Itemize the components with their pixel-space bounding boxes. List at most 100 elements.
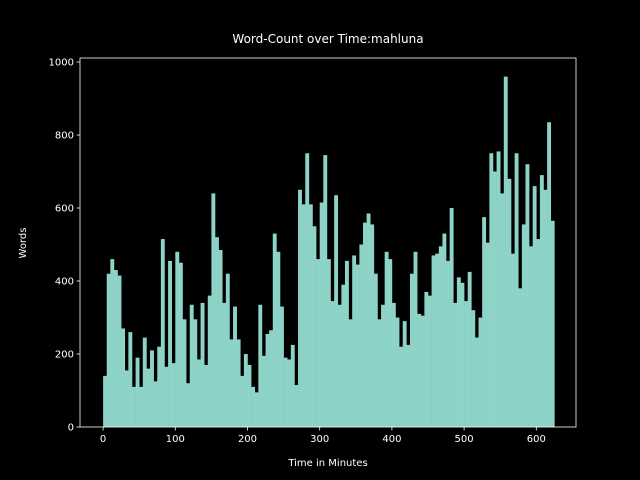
bar bbox=[247, 364, 252, 427]
bar bbox=[420, 315, 425, 427]
y-tick-label: 0 bbox=[68, 423, 74, 434]
bar bbox=[142, 337, 147, 427]
bar bbox=[359, 244, 364, 427]
bar bbox=[539, 175, 544, 427]
bar bbox=[204, 364, 209, 427]
axes-frame bbox=[79, 57, 577, 428]
bar bbox=[464, 301, 469, 427]
bar bbox=[377, 319, 382, 427]
bar bbox=[446, 260, 450, 427]
bar bbox=[168, 260, 172, 427]
bar bbox=[485, 242, 490, 427]
bar bbox=[301, 204, 306, 427]
bar bbox=[543, 189, 548, 427]
x-tick-label: 200 bbox=[238, 434, 257, 445]
bar bbox=[413, 251, 418, 427]
bar bbox=[348, 319, 353, 427]
bar bbox=[326, 259, 331, 427]
bar bbox=[456, 277, 461, 427]
bar bbox=[395, 317, 400, 427]
x-axis-label: Time in Minutes bbox=[287, 458, 367, 469]
bar bbox=[233, 306, 237, 427]
bar bbox=[103, 375, 108, 427]
x-tick-label: 300 bbox=[310, 434, 329, 445]
bar bbox=[438, 246, 443, 427]
bar bbox=[131, 386, 136, 427]
bar bbox=[399, 346, 404, 427]
bar bbox=[518, 288, 523, 427]
bar bbox=[316, 259, 320, 427]
bar bbox=[478, 317, 483, 427]
bar bbox=[532, 186, 537, 427]
bar bbox=[449, 208, 454, 427]
bar bbox=[135, 357, 140, 427]
bar bbox=[402, 321, 407, 427]
y-axis-label: Words bbox=[18, 228, 29, 259]
bar bbox=[334, 195, 339, 427]
bar bbox=[344, 260, 349, 427]
bar bbox=[229, 339, 234, 427]
bar bbox=[417, 313, 422, 427]
y-tick-label: 1000 bbox=[49, 58, 74, 69]
y-tick-label: 200 bbox=[55, 350, 74, 361]
bar bbox=[435, 253, 440, 427]
bar bbox=[388, 259, 393, 427]
bar bbox=[150, 350, 154, 427]
bar bbox=[547, 122, 552, 427]
bar bbox=[431, 255, 436, 427]
y-tick-label: 400 bbox=[55, 277, 74, 288]
bar bbox=[269, 330, 274, 427]
bar bbox=[225, 273, 230, 427]
bar bbox=[391, 302, 396, 427]
bar bbox=[153, 381, 158, 427]
bar bbox=[409, 273, 414, 427]
bar bbox=[164, 366, 169, 427]
bar bbox=[373, 273, 378, 427]
bar bbox=[146, 368, 151, 427]
x-tick-label: 600 bbox=[527, 434, 546, 445]
bar bbox=[207, 295, 212, 427]
bar bbox=[525, 164, 530, 427]
bar bbox=[471, 310, 476, 427]
bar bbox=[258, 304, 263, 427]
bar bbox=[175, 251, 180, 427]
bar bbox=[200, 302, 205, 427]
bar bbox=[139, 386, 144, 427]
bar bbox=[186, 383, 191, 427]
bar bbox=[492, 171, 497, 427]
bar bbox=[261, 355, 266, 427]
bar bbox=[514, 153, 519, 428]
bar bbox=[196, 359, 201, 427]
bar bbox=[511, 253, 515, 427]
chart-title: Word-Count over Time:mahluna bbox=[232, 32, 423, 46]
bar bbox=[312, 226, 317, 427]
bar bbox=[124, 370, 129, 427]
bar bbox=[467, 271, 472, 427]
bar bbox=[279, 306, 284, 427]
bar bbox=[298, 189, 302, 427]
bar bbox=[381, 304, 385, 427]
bar bbox=[323, 155, 328, 427]
bar bbox=[370, 224, 375, 427]
bar bbox=[384, 251, 389, 427]
bar bbox=[113, 270, 118, 427]
bar bbox=[121, 328, 126, 427]
x-tick-label: 500 bbox=[455, 434, 474, 445]
bar bbox=[251, 386, 256, 427]
bar bbox=[294, 385, 299, 427]
bar bbox=[341, 284, 346, 427]
bar bbox=[117, 275, 122, 427]
bar bbox=[442, 233, 447, 427]
bar bbox=[171, 363, 176, 427]
bar bbox=[160, 239, 165, 427]
bar bbox=[496, 151, 501, 427]
bar bbox=[106, 273, 111, 427]
bar bbox=[482, 217, 487, 427]
x-tick-label: 0 bbox=[100, 434, 106, 445]
bar bbox=[182, 319, 187, 427]
bar bbox=[424, 291, 429, 427]
bar bbox=[222, 302, 227, 427]
bar bbox=[550, 220, 555, 427]
bar bbox=[110, 259, 115, 427]
